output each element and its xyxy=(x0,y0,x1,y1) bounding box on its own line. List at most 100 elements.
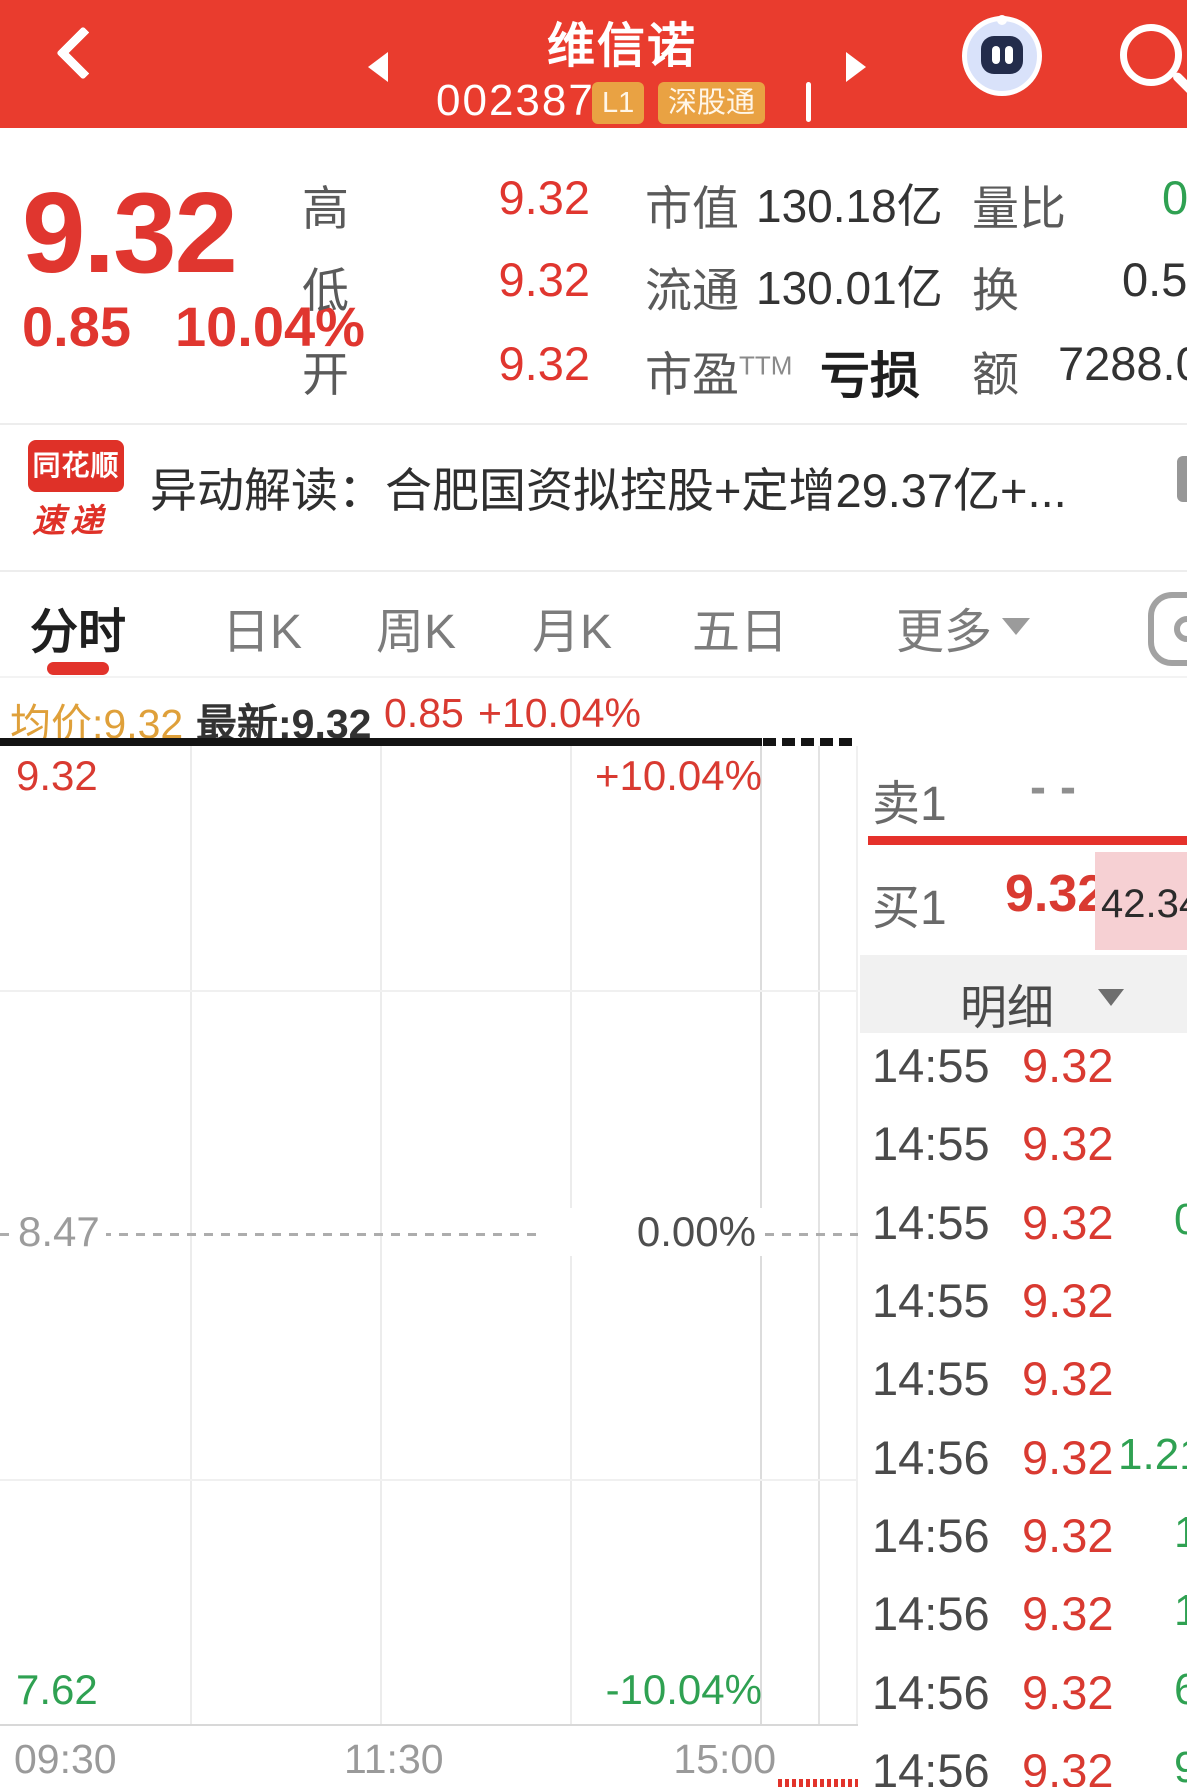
y-max-price: 9.32 xyxy=(16,752,98,799)
search-icon-handle xyxy=(1171,70,1187,99)
trade-volume-clipped: 6 xyxy=(1174,1665,1187,1714)
back-icon[interactable] xyxy=(56,26,110,80)
trade-time: 14:56 xyxy=(872,1744,990,1787)
search-icon[interactable] xyxy=(1120,24,1182,86)
trade-row[interactable]: 14:56 9.32 1 xyxy=(860,1586,1187,1650)
price-change-pct: 10.04% xyxy=(175,295,365,358)
high-label: 高 xyxy=(302,182,349,235)
trade-price: 9.32 xyxy=(1022,1196,1114,1249)
chevron-down-icon xyxy=(1098,989,1124,1006)
next-stock-icon[interactable] xyxy=(846,52,866,82)
trade-price: 9.32 xyxy=(1022,1431,1114,1484)
y-min-pct: -10.04% xyxy=(605,1666,762,1713)
pe-ttm-sup: TTM xyxy=(739,350,793,381)
shenzhen-connect-badge: 深股通 xyxy=(658,82,766,124)
price-line-extension xyxy=(763,738,858,746)
trade-time: 14:55 xyxy=(872,1274,990,1327)
trade-time: 14:55 xyxy=(872,1196,990,1249)
divider xyxy=(0,423,1187,425)
tab-minute[interactable]: 分时 xyxy=(30,606,127,659)
news-more-icon[interactable] xyxy=(1177,456,1187,502)
trade-price: 9.32 xyxy=(1022,1352,1114,1405)
trade-price: 9.32 xyxy=(1022,1117,1114,1170)
trade-row[interactable]: 14:56 9.32 1.21 xyxy=(860,1430,1187,1494)
trade-price: 9.32 xyxy=(1022,1274,1114,1327)
float-value: 130.01亿 xyxy=(756,262,943,314)
bid1-label[interactable]: 买1 xyxy=(872,882,947,935)
tab-more[interactable]: 更多 xyxy=(896,606,993,659)
x-tick-close: 15:00 xyxy=(673,1736,776,1782)
trade-row[interactable]: 14:56 9.32 1 xyxy=(860,1508,1187,1572)
volume-bars-clipped xyxy=(778,1779,858,1787)
trade-detail-header[interactable]: 明细 xyxy=(860,955,1187,1034)
robot-antenna xyxy=(997,15,1007,25)
high-value: 9.32 xyxy=(498,171,590,224)
detail-title: 明细 xyxy=(960,981,1054,1034)
trade-time: 14:55 xyxy=(872,1039,990,1092)
trade-time: 14:55 xyxy=(872,1117,990,1170)
divider xyxy=(0,676,1187,678)
title-bar: 维信诺 002387 L1 深股通 xyxy=(0,0,1187,128)
stock-code: 002387 xyxy=(436,76,595,125)
trade-time: 14:56 xyxy=(872,1509,990,1562)
ask1-label[interactable]: 卖1 xyxy=(872,778,947,831)
amount-label: 额 xyxy=(972,348,1019,401)
trade-row[interactable]: 14:56 9.32 9 xyxy=(860,1743,1187,1787)
float-label: 流通 xyxy=(645,264,739,317)
chevron-down-icon[interactable] xyxy=(1002,618,1030,635)
volume-ratio-value: 0 xyxy=(1162,171,1187,224)
tab-daily-k[interactable]: 日K xyxy=(222,606,303,659)
trade-volume-clipped: 1 xyxy=(1174,1586,1187,1635)
x-tick-noon: 11:30 xyxy=(344,1736,444,1782)
trade-price: 9.32 xyxy=(1022,1744,1114,1787)
trade-volume-clipped: 1 xyxy=(1174,1508,1187,1557)
y-max-pct: +10.04% xyxy=(595,752,762,799)
x-tick-open: 09:30 xyxy=(14,1736,117,1782)
amount-value: 7288.0 xyxy=(1058,337,1187,390)
ask1-value: -- xyxy=(1030,761,1090,814)
trade-price: 9.32 xyxy=(1022,1509,1114,1562)
trade-row[interactable]: 14:55 9.32 0 xyxy=(860,1195,1187,1259)
marketcap-value: 130.18亿 xyxy=(756,180,943,232)
ths-logo: 同花顺 xyxy=(28,440,124,492)
price-line-limit-up xyxy=(0,738,762,746)
active-tab-indicator xyxy=(47,662,109,675)
chart-settings-icon[interactable] xyxy=(1148,592,1187,666)
trade-volume-clipped: 9 xyxy=(1174,1743,1187,1787)
trade-row[interactable]: 14:55 9.32 xyxy=(860,1116,1187,1180)
volume-ratio-label: 量比 xyxy=(972,182,1066,235)
ths-logo-sub: 速递 xyxy=(32,502,108,539)
prev-close-price: 8.47 xyxy=(12,1208,106,1256)
header-separator xyxy=(806,82,811,122)
level1-badge: L1 xyxy=(592,82,645,124)
price-change: 0.85 xyxy=(22,295,131,358)
bid1-volume: 42.34 xyxy=(1101,882,1187,926)
gridline-horizontal xyxy=(0,1479,858,1481)
trade-row[interactable]: 14:55 9.32 xyxy=(860,1351,1187,1415)
tab-monthly-k[interactable]: 月K xyxy=(532,606,613,659)
gridline-horizontal xyxy=(0,990,858,992)
pe-label: 市盈TTM xyxy=(645,348,793,401)
trade-time: 14:56 xyxy=(872,1431,990,1484)
trade-time: 14:56 xyxy=(872,1666,990,1719)
legend-change-pct: +10.04% xyxy=(478,690,641,736)
tab-five-day[interactable]: 五日 xyxy=(692,606,789,659)
assistant-robot-icon[interactable] xyxy=(962,15,1042,96)
bid-ask-divider xyxy=(868,836,1187,845)
divider xyxy=(0,570,1187,572)
low-value: 9.32 xyxy=(498,253,590,306)
price-change-row: 0.85 10.04% xyxy=(22,294,409,359)
trade-row[interactable]: 14:56 9.32 6 xyxy=(860,1665,1187,1729)
prev-stock-icon[interactable] xyxy=(368,52,388,82)
tab-weekly-k[interactable]: 周K xyxy=(376,606,457,659)
trade-time: 14:55 xyxy=(872,1352,990,1405)
bid1-volume-highlight: 42.34 xyxy=(1095,852,1187,950)
open-value: 9.32 xyxy=(498,337,590,390)
trade-row[interactable]: 14:55 9.32 xyxy=(860,1038,1187,1102)
trade-row[interactable]: 14:55 9.32 xyxy=(860,1273,1187,1337)
bid1-price: 9.32 xyxy=(1005,865,1107,923)
y-min-price: 7.62 xyxy=(16,1666,98,1713)
turnover-label: 换 xyxy=(972,264,1019,317)
open-label: 开 xyxy=(302,348,349,401)
